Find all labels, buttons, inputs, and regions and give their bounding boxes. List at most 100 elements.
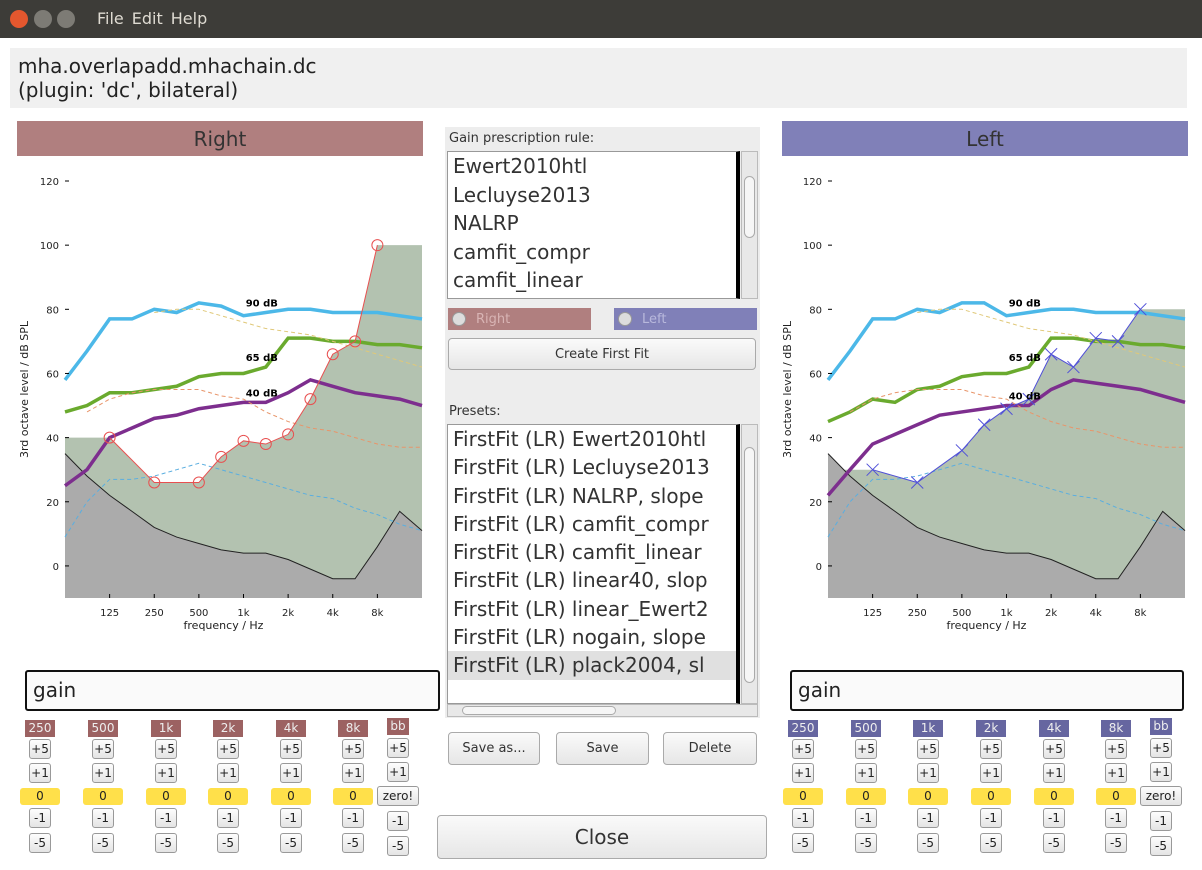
menu-item[interactable]: Help [170,9,208,28]
band-value[interactable]: 0 [333,787,373,805]
band-value[interactable]: 0 [146,787,186,805]
preset-item[interactable]: FirstFit (LR) linear40, slop [453,568,708,593]
preset-item[interactable]: FirstFit (LR) plack2004, sl [448,651,736,680]
menu-item[interactable]: File [97,9,124,28]
step-up[interactable]: +1 [1043,763,1065,783]
band-label[interactable]: 4k [276,719,306,737]
band-label[interactable]: 2k [976,719,1006,737]
radio-right[interactable]: Right [448,308,591,330]
rule-item[interactable]: Lecluyse2013 [453,182,591,207]
step-down[interactable]: -5 [855,833,877,853]
h-scrollbar[interactable] [447,704,758,717]
step-down[interactable]: -5 [980,833,1002,853]
step-up[interactable]: +5 [1150,738,1172,758]
step-down[interactable]: -5 [217,833,239,853]
step-up[interactable]: +1 [342,763,364,783]
band-label[interactable]: 500 [88,719,118,737]
step-down[interactable]: -1 [92,808,114,828]
band-label[interactable]: 4k [1039,719,1069,737]
band-label[interactable]: 500 [851,719,881,737]
step-down[interactable]: -1 [1105,808,1127,828]
zero-button[interactable]: zero! [377,786,419,806]
step-up[interactable]: +5 [792,739,814,759]
step-up[interactable]: +1 [1105,763,1127,783]
band-value[interactable]: 0 [1096,787,1136,805]
step-up[interactable]: +5 [387,738,409,758]
step-up[interactable]: +5 [855,739,877,759]
step-down[interactable]: -5 [342,833,364,853]
step-up[interactable]: +1 [387,762,409,782]
step-up[interactable]: +1 [29,763,51,783]
band-value[interactable]: 0 [83,787,123,805]
step-down[interactable]: -1 [855,808,877,828]
band-value[interactable]: 0 [971,787,1011,805]
step-down[interactable]: -1 [387,811,409,831]
step-down[interactable]: -5 [92,833,114,853]
step-up[interactable]: +1 [980,763,1002,783]
menu-item[interactable]: Edit [131,9,163,28]
band-value[interactable]: 0 [908,787,948,805]
step-down[interactable]: -1 [917,808,939,828]
preset-item[interactable]: FirstFit (LR) NALRP, slope [453,483,704,508]
step-up[interactable]: +5 [917,739,939,759]
step-down[interactable]: -1 [792,808,814,828]
preset-item[interactable]: FirstFit (LR) linear_Ewert2 [453,596,709,621]
broadband-label[interactable]: bb [1150,717,1172,735]
zero-button[interactable]: zero! [1140,786,1182,806]
step-down[interactable]: -5 [29,833,51,853]
create-first-fit[interactable]: Create First Fit [448,338,756,370]
band-value[interactable]: 0 [783,787,823,805]
save-as[interactable]: Save as... [448,732,540,765]
step-up[interactable]: +1 [917,763,939,783]
preset-item[interactable]: FirstFit (LR) nogain, slope [453,625,706,650]
scroll-thumb[interactable] [462,706,616,715]
minimize[interactable] [34,10,52,28]
preset-item[interactable]: FirstFit (LR) Lecluyse2013 [453,455,710,480]
preset-list[interactable]: FirstFit (LR) Ewert2010htl FirstFit (LR) … [447,424,740,704]
scrollbar[interactable] [741,151,758,299]
scroll-thumb[interactable] [744,176,755,238]
step-down[interactable]: -1 [280,808,302,828]
broadband-label[interactable]: bb [387,717,409,735]
band-label[interactable]: 1k [913,719,943,737]
step-up[interactable]: +5 [92,739,114,759]
step-up[interactable]: +5 [1105,739,1127,759]
step-up[interactable]: +5 [280,739,302,759]
step-down[interactable]: -5 [280,833,302,853]
save[interactable]: Save [556,732,649,765]
step-down[interactable]: -5 [1150,836,1172,856]
band-value[interactable]: 0 [271,787,311,805]
step-down[interactable]: -1 [29,808,51,828]
rule-item[interactable]: camfit_compr [453,239,590,264]
step-down[interactable]: -5 [155,833,177,853]
step-down[interactable]: -1 [155,808,177,828]
preset-item[interactable]: FirstFit (LR) camfit_compr [453,511,709,536]
step-up[interactable]: +5 [342,739,364,759]
scroll-thumb[interactable] [744,447,755,683]
step-down[interactable]: -1 [1150,811,1172,831]
step-down[interactable]: -5 [792,833,814,853]
step-down[interactable]: -1 [217,808,239,828]
step-up[interactable]: +5 [980,739,1002,759]
close-button[interactable]: Close [437,815,767,859]
step-up[interactable]: +1 [1150,762,1172,782]
scrollbar[interactable] [741,424,758,704]
band-label[interactable]: 250 [25,719,55,737]
radio[interactable] [452,312,466,326]
band-label[interactable]: 250 [788,719,818,737]
step-up[interactable]: +5 [155,739,177,759]
band-label[interactable]: 8k [338,719,368,737]
rule-item[interactable]: Ewert2010htl [453,154,588,178]
band-value[interactable]: 0 [208,787,248,805]
delete[interactable]: Delete [663,732,757,765]
rule-item[interactable]: camfit_linear [453,268,583,292]
step-up[interactable]: +5 [29,739,51,759]
preset-item[interactable]: FirstFit (LR) Ewert2010htl [453,427,707,451]
step-up[interactable]: +1 [155,763,177,783]
step-up[interactable]: +5 [217,739,239,759]
maximize[interactable] [57,10,75,28]
rule-list[interactable]: Ewert2010htl Lecluyse2013 NALRP camfit_comp… [447,151,740,299]
rule-item[interactable]: NALRP [453,211,519,235]
step-up[interactable]: +1 [855,763,877,783]
radio-left[interactable]: Left [614,308,757,330]
